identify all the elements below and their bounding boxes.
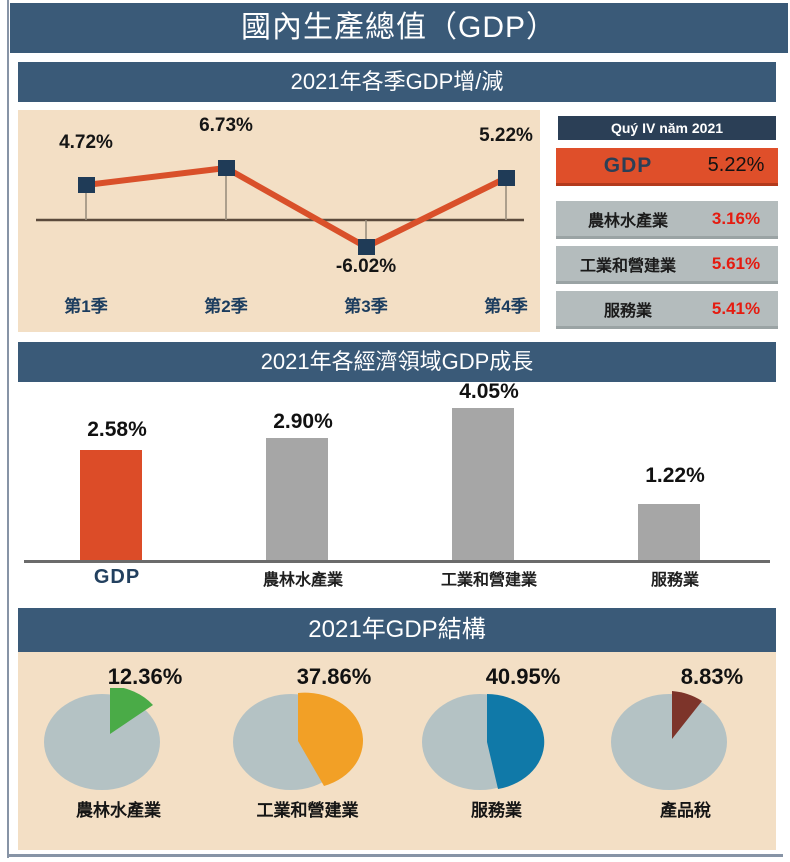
bar-group-services: 1.22% 服務業 [582, 382, 768, 600]
bar-value-services: 1.22% [645, 464, 705, 487]
bar-chart-baseline [24, 560, 770, 563]
bar-label-agriculture: 農林水產業 [262, 572, 343, 589]
pie-group-industry: 37.86% 工業和營建業 [213, 652, 402, 850]
bar-agriculture[interactable] [266, 438, 328, 560]
section-sector-growth-header: 2021年各經濟領域GDP成長 [18, 342, 776, 382]
gdp-trend-line [83, 165, 509, 250]
bar-label-services: 服務業 [650, 572, 699, 589]
table-row-agriculture-value: 3.16% [711, 208, 761, 228]
table-row-gdp[interactable]: GDP 5.22% [556, 148, 778, 186]
frame-left-rule [7, 0, 9, 858]
table-row-industry-value: 5.61% [711, 253, 761, 273]
quarter-summary-table: Quý IV năm 2021 GDP 5.22% 農林水產業 3.16% 工業… [552, 112, 780, 329]
table-row-gdp-value: 5.22% [707, 154, 765, 176]
quarter-label-q3: 第3季 [344, 297, 388, 316]
quarter-table-header: Quý IV năm 2021 [558, 116, 776, 140]
marker-q2 [218, 160, 235, 176]
table-row-services-label: 服務業 [603, 302, 652, 320]
quarter-label-q4: 第4季 [484, 297, 528, 316]
pie-value-product-tax: 8.83% [680, 664, 744, 689]
table-row-services-value: 5.41% [711, 298, 761, 318]
marker-q4 [498, 170, 515, 186]
section-gdp-structure-header: 2021年GDP結構 [18, 608, 776, 652]
quarterly-line-chart: 4.72% 6.73% -6.02% 5.22% 第1季 第2季 第3季 第4季 [18, 110, 540, 332]
bar-services[interactable] [638, 504, 700, 560]
page-title: 國內生產總值（GDP） [10, 3, 788, 53]
pie-value-agriculture: 12.36% [107, 664, 183, 689]
line-chart-svg [36, 160, 524, 255]
bar-group-agriculture: 2.90% 農林水產業 [210, 382, 396, 600]
pie-label-industry: 工業和營建業 [256, 801, 359, 820]
pie-chart-agriculture[interactable] [36, 688, 176, 792]
pie-label-agriculture: 農林水產業 [76, 801, 161, 820]
frame-bottom-rule [7, 854, 783, 857]
bar-label-gdp: GDP [93, 566, 141, 588]
gdp-structure-pies: 12.36% 農林水產業 37.86% 工業和營建業 40.95% 服務業 [18, 652, 776, 850]
pie-value-services: 40.95% [485, 664, 561, 689]
table-row-gdp-label: GDP [603, 153, 653, 177]
pie-group-product-tax: 8.83% 產品稅 [591, 652, 780, 850]
bar-label-industry: 工業和營建業 [440, 572, 537, 589]
bar-group-gdp: 2.58% GDP [24, 382, 210, 600]
quarter-label-q2: 第2季 [204, 297, 248, 316]
marker-q1 [78, 177, 95, 193]
pie-chart-product-tax[interactable] [603, 688, 743, 792]
table-row-agriculture-label: 農林水產業 [587, 212, 668, 230]
quarter-value-q1: 4.72% [59, 132, 113, 153]
pie-group-services: 40.95% 服務業 [402, 652, 591, 850]
table-row-industry[interactable]: 工業和營建業 5.61% [556, 246, 778, 284]
pie-value-industry: 37.86% [296, 664, 372, 689]
section-quarterly-gdp-header: 2021年各季GDP增/減 [18, 62, 776, 102]
table-row-agriculture[interactable]: 農林水產業 3.16% [556, 201, 778, 239]
bar-value-gdp: 2.58% [87, 418, 147, 441]
pie-label-services: 服務業 [471, 801, 522, 820]
marker-q3 [358, 239, 375, 255]
bar-group-industry: 4.05% 工業和營建業 [396, 380, 582, 600]
quarter-value-q4: 5.22% [479, 125, 533, 146]
quarter-value-q2: 6.73% [199, 115, 253, 136]
table-row-services[interactable]: 服務業 5.41% [556, 291, 778, 329]
sector-growth-bar-chart: 2.58% GDP 2.90% 農林水產業 4.05% 工業和營建業 1.22%… [18, 380, 776, 600]
bar-gdp[interactable] [80, 450, 142, 560]
bar-industry[interactable] [452, 408, 514, 560]
quarter-value-q3: -6.02% [335, 256, 397, 277]
pie-label-product-tax: 產品稅 [660, 801, 711, 820]
table-row-industry-label: 工業和營建業 [579, 257, 676, 275]
pie-chart-industry[interactable] [225, 688, 365, 792]
pie-group-agriculture: 12.36% 農林水產業 [24, 652, 213, 850]
bar-value-industry: 4.05% [459, 380, 519, 403]
bar-value-agriculture: 2.90% [273, 410, 333, 433]
quarter-label-q1: 第1季 [64, 297, 108, 316]
pie-chart-services[interactable] [414, 688, 554, 792]
